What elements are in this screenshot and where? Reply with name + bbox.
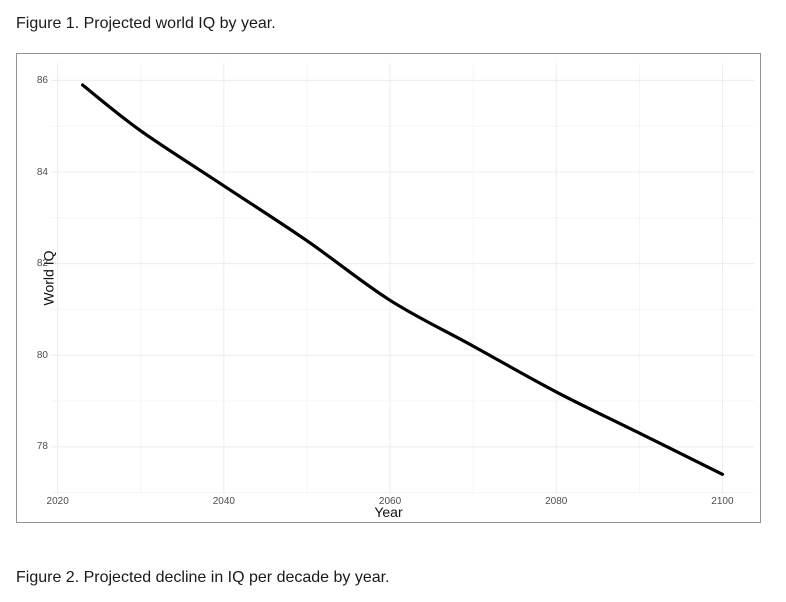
x-tick-label: 2020 — [46, 496, 69, 507]
x-tick-label: 2040 — [212, 496, 235, 507]
iq-projection-chart: Year World IQ 78 80 82 84 86 2020 2040 2060 2080… — [16, 53, 761, 523]
x-axis-title: Year — [374, 504, 403, 520]
x-tick-label: 2080 — [545, 496, 568, 507]
y-tick-label: 86 — [36, 74, 48, 86]
y-tick-label: 80 — [36, 349, 48, 361]
iq-curve — [81, 83, 724, 476]
x-tick-label: 2100 — [711, 496, 734, 507]
x-tick-label: 2060 — [378, 496, 402, 507]
figure1-caption: Figure 1. Projected world IQ by year. — [16, 15, 276, 32]
chart-plot-area — [51, 63, 754, 494]
y-tick-label: 84 — [36, 166, 48, 178]
y-tick-label: 78 — [36, 441, 48, 453]
figure2-caption: Figure 2. Projected decline in IQ per de… — [16, 569, 390, 586]
y-tick-label: 82 — [36, 258, 48, 270]
